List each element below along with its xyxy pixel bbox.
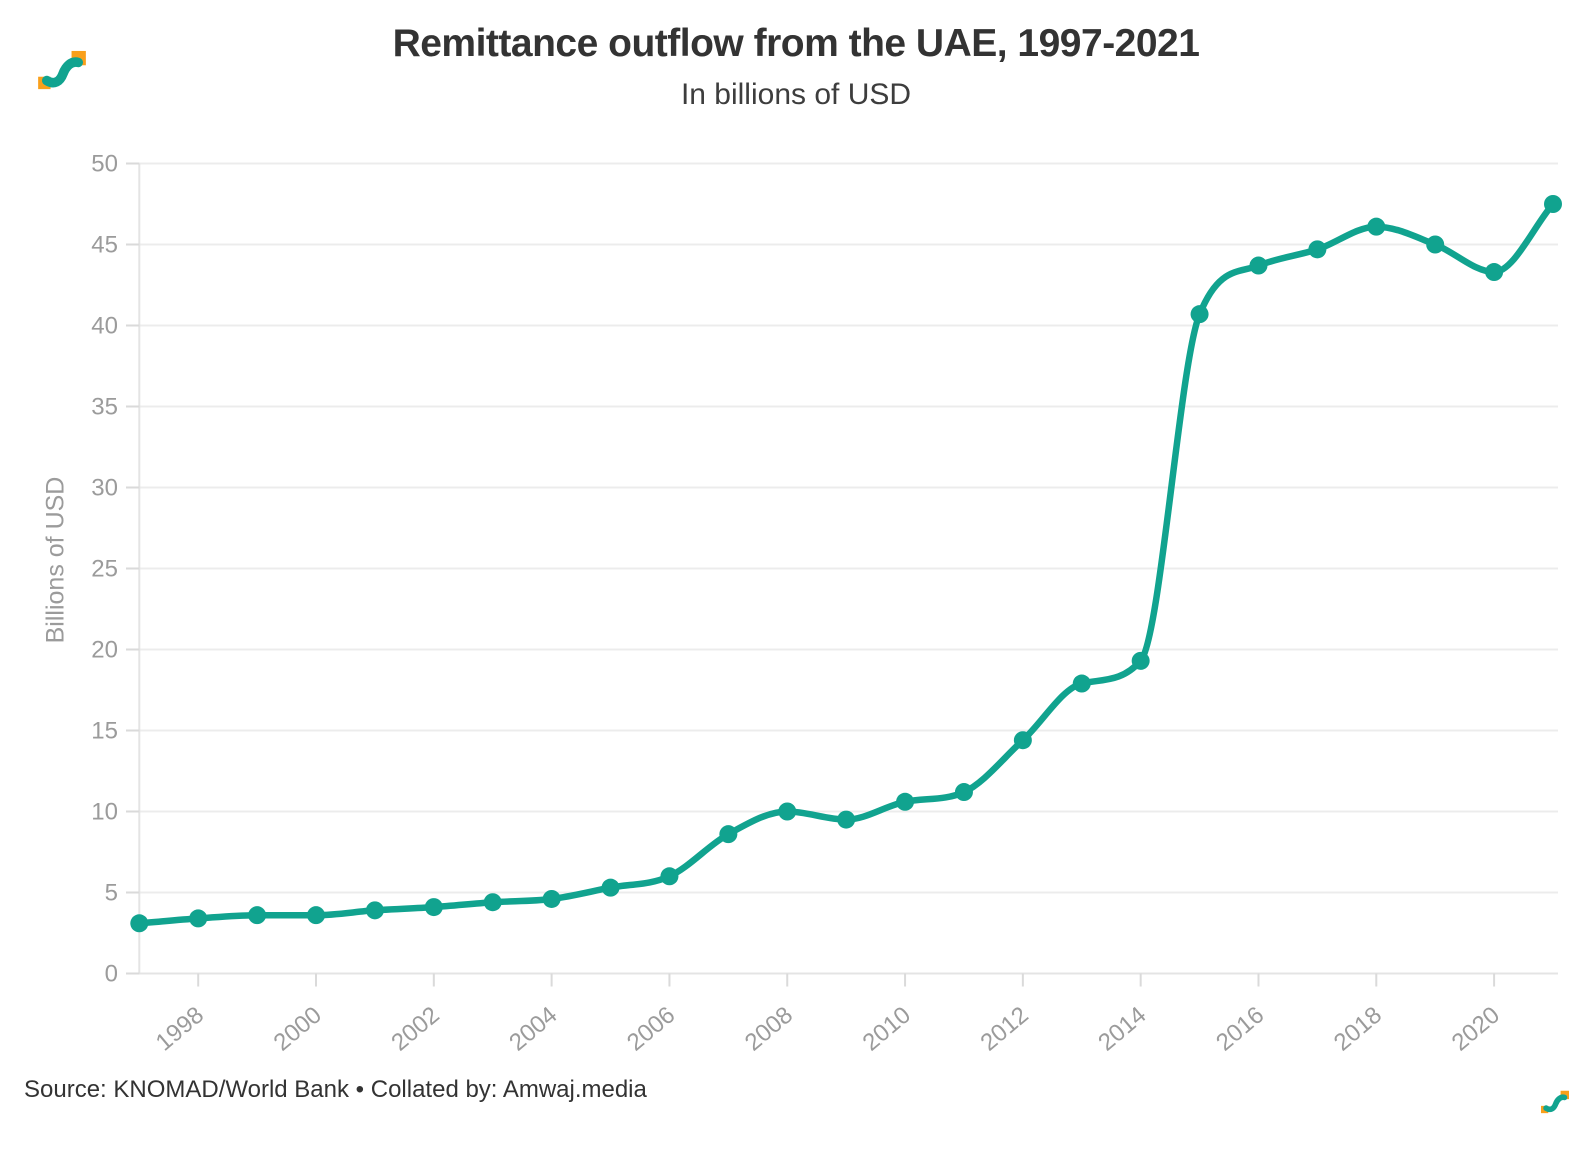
data-point[interactable] — [1426, 235, 1445, 254]
x-axis-tick-label: 2016 — [1211, 1001, 1269, 1056]
x-axis-tick-label: 2006 — [622, 1001, 680, 1056]
y-axis-tick-label: 25 — [91, 556, 118, 583]
chart-title: Remittance outflow from the UAE, 1997-20… — [392, 22, 1200, 65]
data-point[interactable] — [660, 867, 679, 886]
data-point[interactable] — [778, 802, 797, 821]
source-text: Source: KNOMAD/World Bank • Collated by:… — [24, 1076, 647, 1103]
x-axis-tick-label: 2008 — [740, 1001, 798, 1056]
data-point[interactable] — [130, 914, 149, 933]
data-point[interactable] — [1013, 731, 1032, 750]
amwaj-logo-small-icon — [1541, 1090, 1569, 1114]
y-axis-tick-label: 35 — [91, 394, 118, 421]
data-point[interactable] — [424, 898, 443, 917]
data-point[interactable] — [1072, 674, 1091, 693]
x-axis-tick-label: 2014 — [1093, 1001, 1151, 1056]
data-point[interactable] — [1485, 263, 1504, 282]
y-axis-tick-label: 40 — [91, 313, 118, 340]
x-axis-tick-label: 2020 — [1447, 1001, 1505, 1056]
x-axis-tick-label: 2018 — [1329, 1001, 1387, 1056]
data-point[interactable] — [1367, 217, 1386, 236]
y-axis-tick-label: 15 — [91, 718, 118, 745]
y-axis-tick-label: 10 — [91, 799, 118, 826]
data-point[interactable] — [837, 810, 856, 829]
y-axis-tick-label: 20 — [91, 637, 118, 664]
data-point[interactable] — [248, 906, 267, 925]
amwaj-logo-icon — [38, 50, 86, 90]
x-axis-tick-label: 2010 — [858, 1001, 916, 1056]
data-point[interactable] — [189, 909, 208, 928]
x-axis-tick-label: 2004 — [504, 1001, 562, 1056]
data-point[interactable] — [601, 878, 620, 897]
logo-wave-swoosh — [41, 57, 83, 88]
chart-subtitle: In billions of USD — [680, 78, 912, 111]
x-axis-tick-label: 2000 — [269, 1001, 327, 1056]
x-axis-tick-label: 2012 — [975, 1001, 1033, 1056]
y-axis-tick-label: 50 — [91, 151, 118, 178]
data-point[interactable] — [1131, 651, 1150, 670]
y-axis-tick-label: 5 — [105, 880, 118, 907]
data-point[interactable] — [542, 889, 561, 908]
x-axis-tick-label: 1998 — [151, 1001, 209, 1056]
data-point[interactable] — [896, 792, 915, 811]
data-point[interactable] — [1190, 305, 1209, 324]
data-point[interactable] — [307, 906, 326, 925]
y-axis-tick-label: 45 — [91, 232, 118, 259]
data-point[interactable] — [1544, 195, 1562, 213]
data-point[interactable] — [483, 893, 502, 912]
data-point[interactable] — [1308, 240, 1327, 259]
data-point[interactable] — [1249, 256, 1268, 275]
data-point[interactable] — [365, 901, 384, 920]
x-axis-tick-label: 2002 — [386, 1001, 444, 1056]
data-point[interactable] — [719, 825, 738, 844]
data-point[interactable] — [954, 783, 973, 802]
y-axis-tick-label: 30 — [91, 475, 118, 502]
y-axis-tick-label: 0 — [105, 961, 118, 988]
